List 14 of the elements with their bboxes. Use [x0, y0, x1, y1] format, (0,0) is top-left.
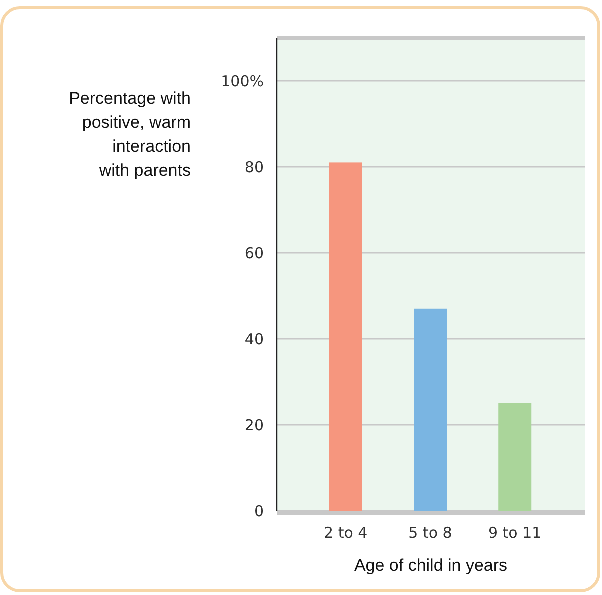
x-tick-label: 2 to 4	[324, 524, 368, 542]
y-tick-label: 60	[244, 244, 264, 262]
y-tick-label: 100%	[221, 72, 264, 90]
x-tick-label: 9 to 11	[488, 524, 542, 542]
x-tick-label: 5 to 8	[408, 524, 452, 542]
y-tick-label: 0	[254, 502, 264, 520]
y-tick-label: 40	[244, 330, 264, 348]
y-tick-label: 80	[244, 158, 264, 176]
y-axis-title: Percentage with positive, warm interaction with parents	[69, 89, 191, 180]
bar	[498, 404, 532, 511]
y-tick-label: 20	[244, 416, 264, 434]
bar	[414, 308, 447, 511]
bar	[329, 162, 362, 511]
x-axis-title: Age of child in years	[354, 556, 508, 575]
